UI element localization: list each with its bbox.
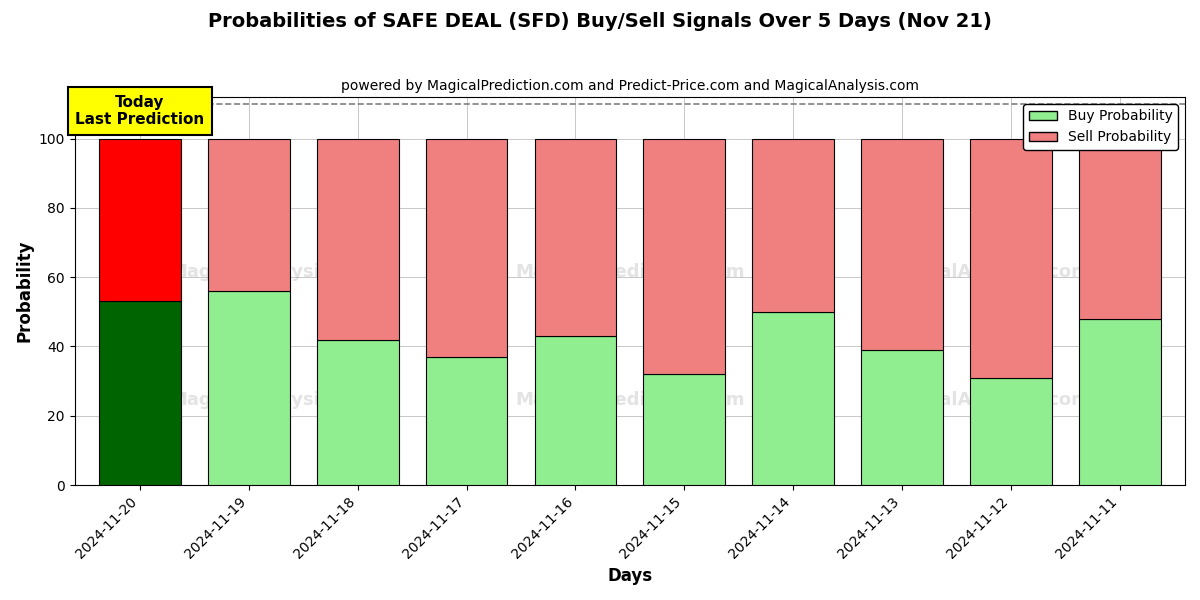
Text: MagicalAnalysis.com: MagicalAnalysis.com [169, 391, 379, 409]
Bar [862, 350, 943, 485]
Bar [1079, 319, 1160, 485]
Bar [643, 139, 725, 374]
Text: Probabilities of SAFE DEAL (SFD) Buy/Sell Signals Over 5 Days (Nov 21): Probabilities of SAFE DEAL (SFD) Buy/Sel… [208, 12, 992, 31]
Text: MagicalPrediction.com: MagicalPrediction.com [515, 263, 744, 281]
Bar [317, 139, 398, 340]
Bar [1079, 139, 1160, 319]
Bar [643, 374, 725, 485]
Bar [208, 139, 289, 291]
Bar [100, 139, 181, 301]
Bar [970, 377, 1051, 485]
Title: powered by MagicalPrediction.com and Predict-Price.com and MagicalAnalysis.com: powered by MagicalPrediction.com and Pre… [341, 79, 919, 93]
Bar [100, 301, 181, 485]
Bar [208, 291, 289, 485]
Text: Today
Last Prediction: Today Last Prediction [76, 95, 204, 127]
Y-axis label: Probability: Probability [16, 240, 34, 342]
Text: MagicalAnalysis.com: MagicalAnalysis.com [169, 263, 379, 281]
Text: MagicalAnalysis.com: MagicalAnalysis.com [881, 263, 1090, 281]
X-axis label: Days: Days [607, 567, 653, 585]
Bar [534, 139, 617, 336]
Legend: Buy Probability, Sell Probability: Buy Probability, Sell Probability [1024, 104, 1178, 150]
Text: MagicalAnalysis.com: MagicalAnalysis.com [881, 391, 1090, 409]
Bar [317, 340, 398, 485]
Bar [426, 357, 508, 485]
Bar [970, 139, 1051, 377]
Bar [426, 139, 508, 357]
Bar [752, 312, 834, 485]
Text: MagicalPrediction.com: MagicalPrediction.com [515, 391, 744, 409]
Bar [752, 139, 834, 312]
Bar [862, 139, 943, 350]
Bar [534, 336, 617, 485]
